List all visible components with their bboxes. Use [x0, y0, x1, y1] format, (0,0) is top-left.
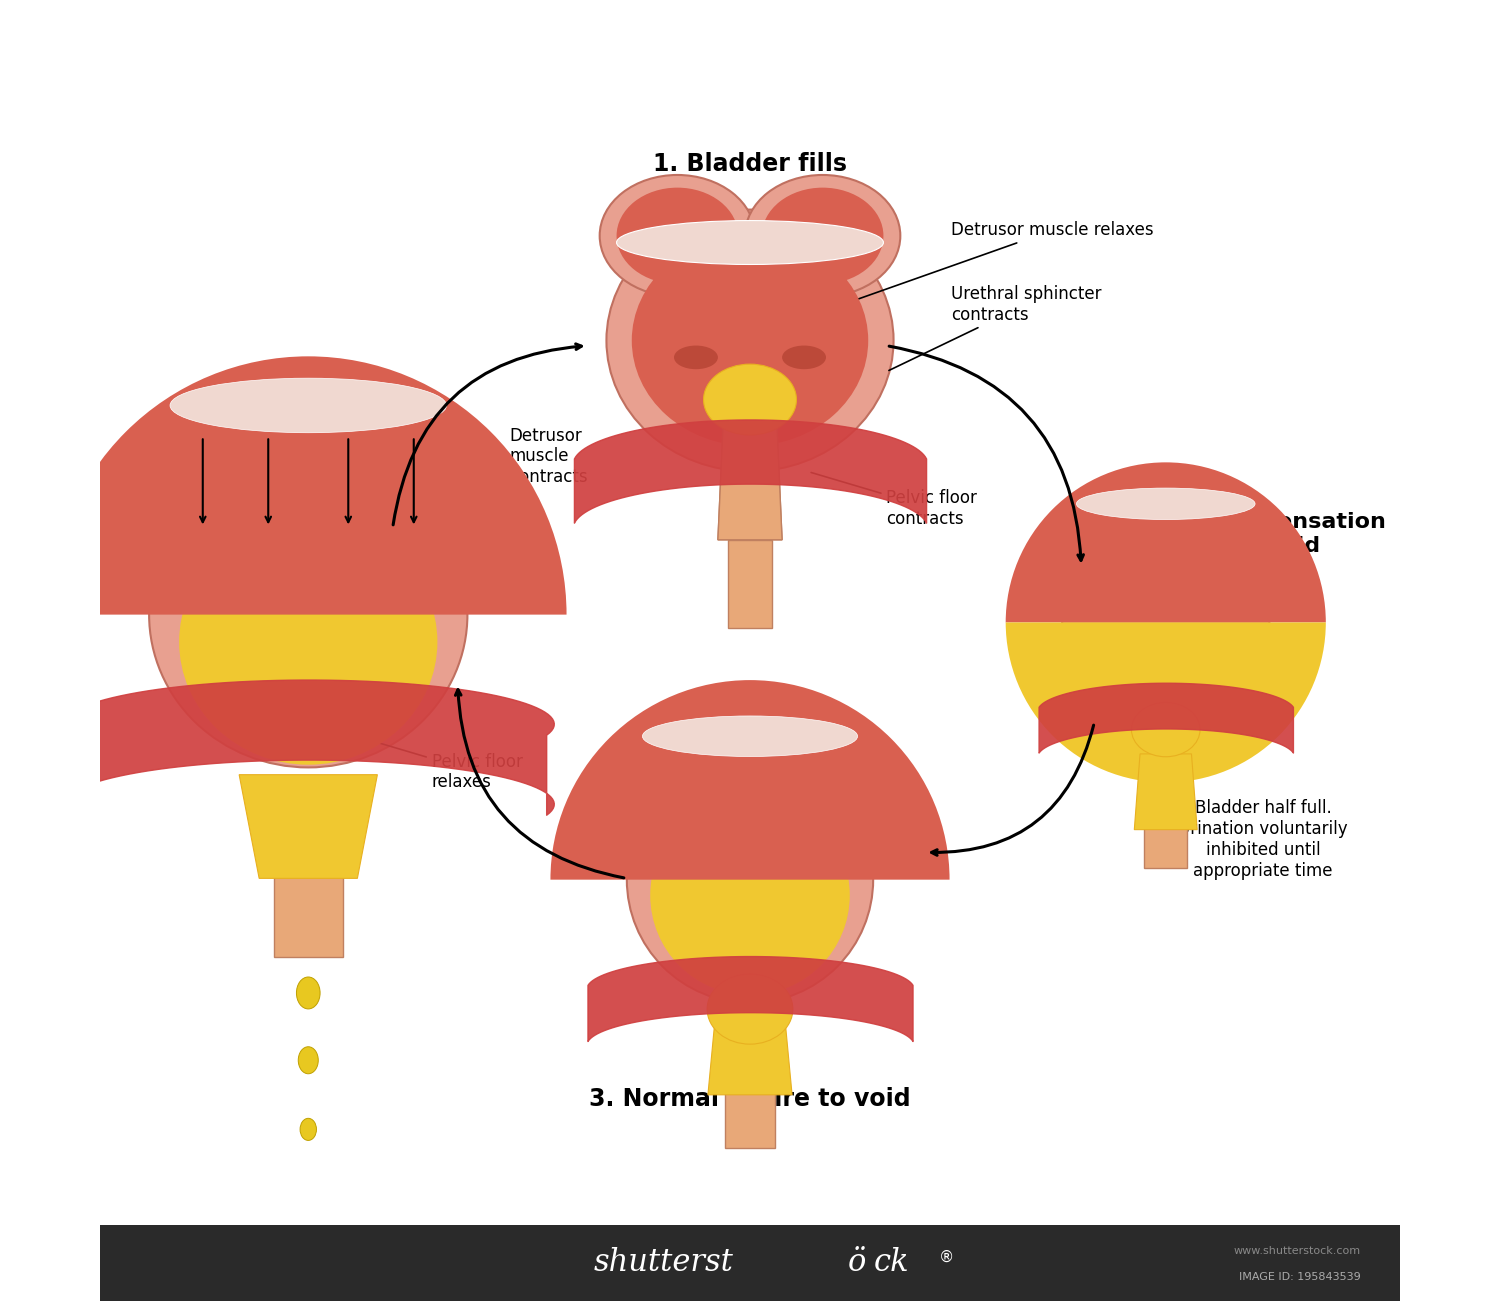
Ellipse shape [650, 796, 850, 995]
Text: ö: ö [847, 1247, 865, 1279]
Text: 2. First sensation
to void: 2. First sensation to void [1167, 513, 1386, 556]
Ellipse shape [616, 187, 738, 284]
Text: Pelvic floor
contracts: Pelvic floor contracts [812, 473, 978, 527]
Ellipse shape [706, 974, 794, 1044]
Text: Urethral sphincter
contracts: Urethral sphincter contracts [890, 285, 1102, 371]
Ellipse shape [782, 345, 826, 370]
Wedge shape [1005, 462, 1326, 622]
Ellipse shape [297, 976, 320, 1009]
Ellipse shape [627, 756, 873, 1003]
Ellipse shape [704, 365, 797, 435]
Text: Detrusor muscle relaxes: Detrusor muscle relaxes [850, 221, 1154, 302]
Polygon shape [273, 833, 344, 957]
Ellipse shape [674, 345, 718, 370]
Ellipse shape [1077, 488, 1256, 519]
Text: 4. Micturition: 4. Micturition [122, 464, 300, 488]
Text: 1. Bladder fills: 1. Bladder fills [652, 152, 847, 176]
Polygon shape [238, 775, 378, 879]
Text: IMAGE ID: 195843539: IMAGE ID: 195843539 [1239, 1272, 1360, 1282]
Text: shutterst: shutterst [594, 1247, 734, 1279]
Ellipse shape [300, 1118, 316, 1141]
Ellipse shape [746, 174, 900, 297]
Polygon shape [718, 428, 782, 540]
Ellipse shape [1062, 522, 1269, 723]
Bar [100, 1225, 1400, 1301]
Text: Detrusor
muscle
contracts: Detrusor muscle contracts [433, 427, 588, 535]
Text: Pelvic floor
relaxes: Pelvic floor relaxes [357, 736, 522, 792]
Ellipse shape [1131, 703, 1200, 756]
Ellipse shape [170, 378, 447, 432]
Polygon shape [1144, 798, 1186, 868]
Ellipse shape [632, 234, 868, 447]
Text: www.shutterstock.com: www.shutterstock.com [1233, 1246, 1360, 1256]
Text: ®: ® [939, 1250, 954, 1266]
Wedge shape [50, 357, 567, 615]
Polygon shape [1134, 754, 1197, 829]
Ellipse shape [762, 187, 884, 284]
Text: Bladder half full.
Urination voluntarily
inhibited until
appropriate time: Bladder half full. Urination voluntarily… [1179, 799, 1348, 880]
Polygon shape [718, 428, 782, 540]
Polygon shape [708, 1012, 792, 1095]
Polygon shape [724, 1059, 776, 1148]
Ellipse shape [600, 174, 754, 297]
Ellipse shape [616, 220, 884, 264]
Polygon shape [728, 540, 772, 628]
Text: 3. Normal desire to void: 3. Normal desire to void [590, 1087, 910, 1111]
Text: ck: ck [873, 1247, 909, 1279]
Ellipse shape [298, 1047, 318, 1074]
Ellipse shape [148, 462, 468, 767]
Ellipse shape [178, 519, 438, 764]
Ellipse shape [606, 210, 894, 471]
Ellipse shape [642, 716, 858, 756]
Wedge shape [1005, 622, 1326, 783]
Wedge shape [550, 680, 950, 880]
